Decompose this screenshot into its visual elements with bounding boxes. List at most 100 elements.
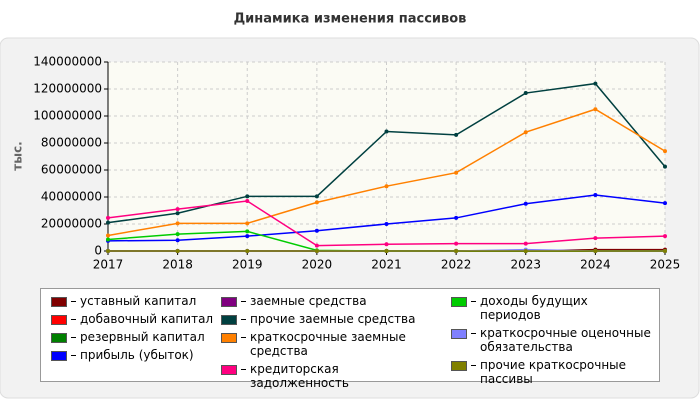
x-tick-label: 2023 [510, 258, 541, 272]
legend-label: краткосрочные оценочные обязательства [480, 326, 651, 354]
data-point [593, 107, 598, 112]
legend-column: доходы будущих периодов краткосрочные оце… [451, 294, 651, 390]
data-point [384, 249, 389, 253]
legend-label: прочие краткосрочные пассивы [480, 358, 627, 386]
legend-swatch [51, 297, 67, 307]
legend-swatch [221, 333, 237, 343]
data-point [314, 249, 319, 253]
data-point [314, 200, 319, 205]
data-point [106, 233, 110, 238]
data-point [175, 221, 180, 226]
x-tick-label: 2019 [232, 258, 263, 272]
data-point [454, 215, 459, 220]
legend-item: резервный капитал [51, 330, 221, 344]
data-point [663, 249, 667, 253]
data-point [175, 232, 180, 237]
legend-dash [471, 301, 476, 302]
data-point [593, 236, 598, 241]
data-point [454, 132, 459, 137]
legend-label: добавочный капитал [80, 312, 214, 326]
data-point [245, 229, 250, 234]
legend-label: прибыль (убыток) [80, 348, 194, 362]
data-point [106, 215, 110, 220]
legend-dash [471, 333, 476, 334]
legend-item: прочие заемные средства [221, 312, 421, 326]
legend-item: прочие краткосрочные пассивы [451, 358, 651, 386]
data-point [593, 81, 598, 86]
data-point [175, 207, 180, 212]
legend-dash [471, 365, 476, 366]
y-tick-label: 80000000 [41, 136, 102, 150]
legend-label: кредиторская задолженность [250, 362, 349, 390]
legend-item: доходы будущих периодов [451, 294, 651, 322]
legend-item: краткосрочные оценочные обязательства [451, 326, 651, 354]
data-point [454, 241, 459, 246]
y-tick-label: 140000000 [33, 55, 102, 69]
data-point [663, 164, 667, 169]
data-point [245, 234, 250, 239]
legend-column: заемные средства прочие заемные средства к… [221, 294, 421, 394]
legend-dash [71, 301, 76, 302]
data-point [523, 201, 528, 206]
data-point [106, 249, 110, 253]
legend-item: уставный капитал [51, 294, 221, 308]
chart-title: Динамика изменения пассивов [234, 12, 467, 27]
data-point [314, 243, 319, 248]
y-tick-label: 120000000 [33, 82, 102, 96]
legend-item: краткосрочные заемные средства [221, 330, 421, 358]
legend-swatch [51, 315, 67, 325]
data-point [663, 149, 667, 154]
data-point [384, 129, 389, 134]
data-point [106, 237, 110, 242]
legend-dash [241, 301, 246, 302]
legend-label: прочие заемные средства [250, 312, 416, 326]
data-point [175, 249, 180, 253]
data-point [175, 211, 180, 216]
legend-swatch [51, 351, 67, 361]
data-point [593, 249, 598, 253]
legend: уставный капитал добавочный капитал резерв… [40, 288, 660, 390]
x-tick-label: 2022 [441, 258, 472, 272]
y-tick-label: 20000000 [41, 217, 102, 231]
legend-item: кредиторская задолженность [221, 362, 421, 390]
data-point [245, 221, 250, 226]
data-point [245, 199, 250, 204]
data-point [523, 130, 528, 135]
legend-item: заемные средства [221, 294, 421, 308]
x-tick-label: 2025 [650, 258, 681, 272]
legend-dash [241, 319, 246, 320]
legend-label: заемные средства [250, 294, 367, 308]
data-point [663, 234, 667, 239]
data-point [523, 249, 528, 253]
x-tick-label: 2020 [302, 258, 333, 272]
y-tick-label: 40000000 [41, 190, 102, 204]
data-point [175, 238, 180, 243]
legend-column: уставный капитал добавочный капитал резерв… [51, 294, 221, 366]
legend-label: доходы будущих периодов [480, 294, 588, 322]
data-point [106, 220, 110, 225]
data-point [314, 228, 319, 233]
legend-dash [241, 369, 246, 370]
x-tick-label: 2024 [580, 258, 611, 272]
data-point [384, 242, 389, 247]
legend-swatch [221, 315, 237, 325]
legend-item: добавочный капитал [51, 312, 221, 326]
data-point [314, 194, 319, 199]
legend-label: уставный капитал [80, 294, 197, 308]
data-point [454, 249, 459, 253]
data-point [593, 192, 598, 197]
data-point [523, 241, 528, 246]
legend-swatch [221, 365, 237, 375]
legend-dash [71, 337, 76, 338]
data-point [523, 91, 528, 96]
y-tick-label: 100000000 [33, 109, 102, 123]
legend-swatch [51, 333, 67, 343]
legend-dash [71, 319, 76, 320]
y-axis-label: тыс. [11, 141, 25, 170]
x-tick-label: 2017 [93, 258, 124, 272]
legend-dash [71, 355, 76, 356]
legend-swatch [221, 297, 237, 307]
y-tick-label: 0 [94, 244, 102, 258]
legend-swatch [451, 361, 467, 371]
